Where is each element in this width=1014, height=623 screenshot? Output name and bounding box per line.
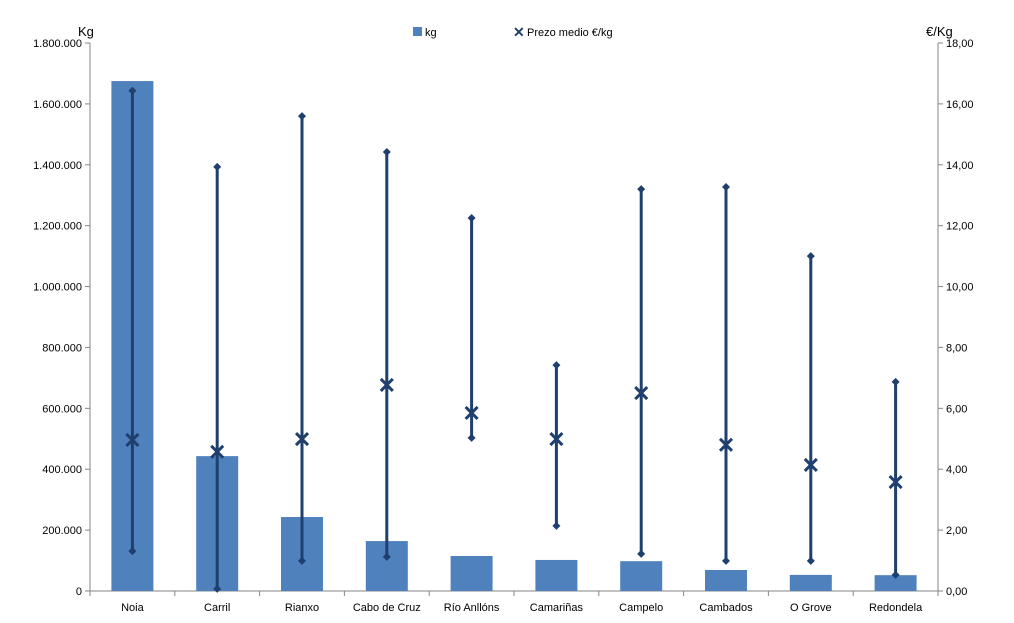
price-max-marker [298, 112, 306, 121]
bar-kg [874, 575, 917, 591]
bar-kg [450, 555, 493, 591]
price-avg-marker [803, 457, 818, 473]
price-max-marker [467, 214, 476, 223]
price-min-marker [467, 433, 476, 442]
price-max-marker [128, 86, 137, 95]
price-avg-marker [634, 386, 649, 401]
price-min-marker [552, 521, 561, 530]
x-tick-label: O Grove [790, 602, 832, 614]
bar-kg [705, 569, 747, 591]
price-max-marker [637, 185, 646, 194]
price-min-marker [806, 556, 815, 565]
y-tick-label: 600.000 [42, 403, 82, 415]
legend-label-kg: kg [425, 27, 437, 39]
bar-kg [789, 574, 832, 591]
price-avg-marker [125, 432, 140, 448]
y2-tick-label: 12,00 [946, 221, 974, 233]
price-max-marker [722, 183, 730, 192]
y-tick-label: 400.000 [42, 464, 82, 476]
y2-tick-label: 14,00 [946, 160, 974, 172]
x-tick-label: Rianxo [285, 602, 319, 614]
price-min-marker [722, 556, 730, 565]
y-tick-label: 1.800.000 [33, 38, 82, 50]
price-avg-marker [294, 432, 310, 447]
x-tick-label: Camariñas [530, 602, 584, 614]
y-tick-label: 200.000 [42, 525, 82, 537]
y2-axis-label: €/Kg [926, 24, 953, 39]
x-tick-label: Campelo [619, 602, 663, 614]
y-tick-label: 1.400.000 [33, 160, 82, 172]
y2-tick-label: 2,00 [946, 525, 967, 537]
price-max-marker [213, 162, 222, 171]
y2-tick-label: 0,00 [946, 586, 967, 598]
price-min-marker [128, 547, 137, 556]
price-avg-marker [718, 437, 734, 452]
x-tick-label: Río Anllóns [444, 602, 500, 614]
legend-label-price: Prezo medio €/kg [527, 27, 613, 39]
bar-kg [535, 559, 578, 591]
price-min-marker [891, 570, 900, 579]
price-max-marker [382, 147, 391, 156]
y-tick-label: 1.000.000 [33, 282, 82, 294]
price-min-marker [382, 552, 391, 561]
legend-swatch-kg [413, 27, 422, 36]
price-avg-marker [210, 444, 225, 459]
y-tick-label: 0 [76, 586, 82, 598]
legend-x-marker: ✕ [513, 24, 525, 40]
x-tick-label: Cabo de Cruz [353, 602, 421, 614]
price-avg-marker [379, 377, 394, 392]
x-tick-label: Cambados [699, 602, 753, 614]
price-min-marker [637, 549, 646, 558]
y-tick-label: 1.200.000 [33, 221, 82, 233]
price-max-marker [806, 252, 815, 261]
price-min-marker [213, 584, 222, 593]
price-max-marker [552, 361, 561, 370]
price-max-marker [891, 377, 900, 386]
price-avg-marker [888, 474, 903, 490]
x-tick-label: Redondela [869, 602, 923, 614]
y-tick-label: 1.600.000 [33, 99, 82, 111]
x-tick-label: Carril [204, 602, 230, 614]
price-avg-marker [464, 405, 479, 420]
y2-tick-label: 10,00 [946, 282, 974, 294]
y2-tick-label: 16,00 [946, 99, 974, 111]
y2-tick-label: 8,00 [946, 342, 967, 354]
y2-tick-label: 18,00 [946, 38, 974, 50]
x-tick-label: Noia [121, 602, 145, 614]
y2-tick-label: 6,00 [946, 403, 967, 415]
bar-kg [620, 561, 663, 591]
y2-tick-label: 4,00 [946, 464, 967, 476]
price-avg-marker [549, 432, 564, 447]
y-tick-label: 800.000 [42, 342, 82, 354]
y-axis-label: Kg [78, 24, 94, 39]
legend: kg ✕ Prezo medio €/kg [413, 24, 613, 40]
price-min-marker [298, 556, 306, 565]
